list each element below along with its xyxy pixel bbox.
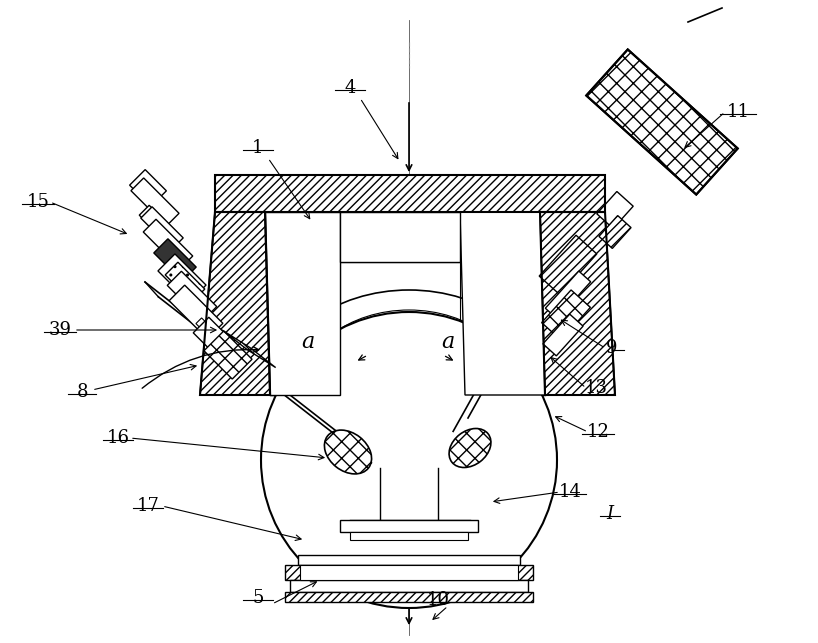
Polygon shape (215, 175, 605, 212)
Polygon shape (141, 207, 183, 249)
Text: a: a (442, 331, 455, 353)
Text: 11: 11 (726, 103, 749, 121)
Text: 17: 17 (137, 497, 160, 515)
Bar (298, 555, 520, 565)
Text: 1: 1 (252, 139, 263, 157)
Bar (340, 520, 478, 532)
Polygon shape (542, 290, 591, 340)
Polygon shape (143, 219, 193, 269)
Text: 12: 12 (587, 423, 609, 441)
Text: 4: 4 (344, 79, 356, 97)
Polygon shape (196, 318, 210, 332)
Polygon shape (154, 239, 196, 281)
Polygon shape (193, 317, 243, 367)
Text: 14: 14 (559, 483, 582, 501)
Polygon shape (460, 212, 545, 395)
Polygon shape (209, 331, 222, 345)
Text: 39: 39 (48, 321, 71, 339)
Polygon shape (599, 215, 631, 248)
Bar (340, 212, 460, 262)
Text: 16: 16 (106, 429, 129, 447)
Polygon shape (222, 330, 276, 368)
Bar (215, 175, 605, 212)
Polygon shape (543, 314, 583, 356)
Polygon shape (200, 322, 214, 336)
Bar (285, 592, 533, 602)
Text: 15: 15 (26, 193, 49, 211)
Text: a: a (301, 331, 315, 353)
Polygon shape (131, 178, 179, 226)
Bar (340, 262, 460, 395)
Circle shape (261, 312, 557, 608)
Bar (350, 532, 468, 540)
Bar (290, 580, 528, 592)
Text: 13: 13 (585, 379, 608, 397)
Polygon shape (587, 50, 738, 195)
Polygon shape (539, 235, 597, 294)
Polygon shape (204, 327, 218, 341)
Polygon shape (540, 212, 615, 395)
Ellipse shape (449, 428, 491, 467)
Polygon shape (265, 212, 340, 395)
Text: 5: 5 (252, 589, 263, 607)
Text: I: I (606, 505, 614, 523)
Polygon shape (158, 254, 206, 302)
Polygon shape (546, 271, 591, 319)
Text: 9: 9 (606, 339, 618, 357)
Bar (285, 565, 533, 580)
Polygon shape (204, 331, 252, 379)
Polygon shape (169, 285, 222, 339)
Polygon shape (165, 262, 204, 302)
Bar (300, 565, 518, 580)
Polygon shape (200, 212, 270, 395)
Ellipse shape (325, 430, 371, 474)
Text: 8: 8 (76, 383, 88, 401)
Polygon shape (167, 271, 217, 321)
Text: 10: 10 (426, 591, 450, 609)
Polygon shape (597, 192, 633, 228)
Polygon shape (139, 205, 164, 231)
Polygon shape (129, 170, 166, 206)
